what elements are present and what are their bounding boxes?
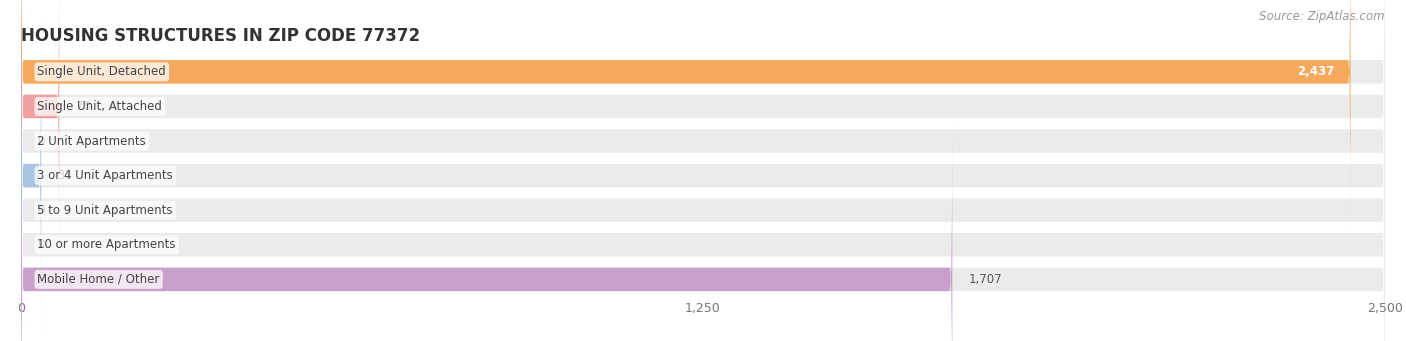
Text: Single Unit, Attached: Single Unit, Attached [38,100,162,113]
Text: 10 or more Apartments: 10 or more Apartments [38,238,176,251]
FancyBboxPatch shape [21,19,41,332]
Text: 70: 70 [76,100,90,113]
FancyBboxPatch shape [21,0,1351,228]
Text: 0: 0 [38,135,45,148]
Text: 0: 0 [38,204,45,217]
FancyBboxPatch shape [21,123,952,341]
Text: 1,707: 1,707 [969,273,1002,286]
FancyBboxPatch shape [21,0,59,263]
Text: 37: 37 [58,169,73,182]
Text: Single Unit, Detached: Single Unit, Detached [38,65,166,78]
FancyBboxPatch shape [21,0,1385,297]
Text: 3 or 4 Unit Apartments: 3 or 4 Unit Apartments [38,169,173,182]
Text: 5 to 9 Unit Apartments: 5 to 9 Unit Apartments [38,204,173,217]
FancyBboxPatch shape [21,0,1385,228]
FancyBboxPatch shape [21,19,1385,332]
FancyBboxPatch shape [21,89,1385,341]
FancyBboxPatch shape [21,123,1385,341]
Text: HOUSING STRUCTURES IN ZIP CODE 77372: HOUSING STRUCTURES IN ZIP CODE 77372 [21,27,420,45]
FancyBboxPatch shape [21,0,1385,263]
FancyBboxPatch shape [21,54,1385,341]
Text: 0: 0 [38,238,45,251]
Text: 2,437: 2,437 [1296,65,1334,78]
Text: Source: ZipAtlas.com: Source: ZipAtlas.com [1260,10,1385,23]
Text: 2 Unit Apartments: 2 Unit Apartments [38,135,146,148]
Text: Mobile Home / Other: Mobile Home / Other [38,273,160,286]
